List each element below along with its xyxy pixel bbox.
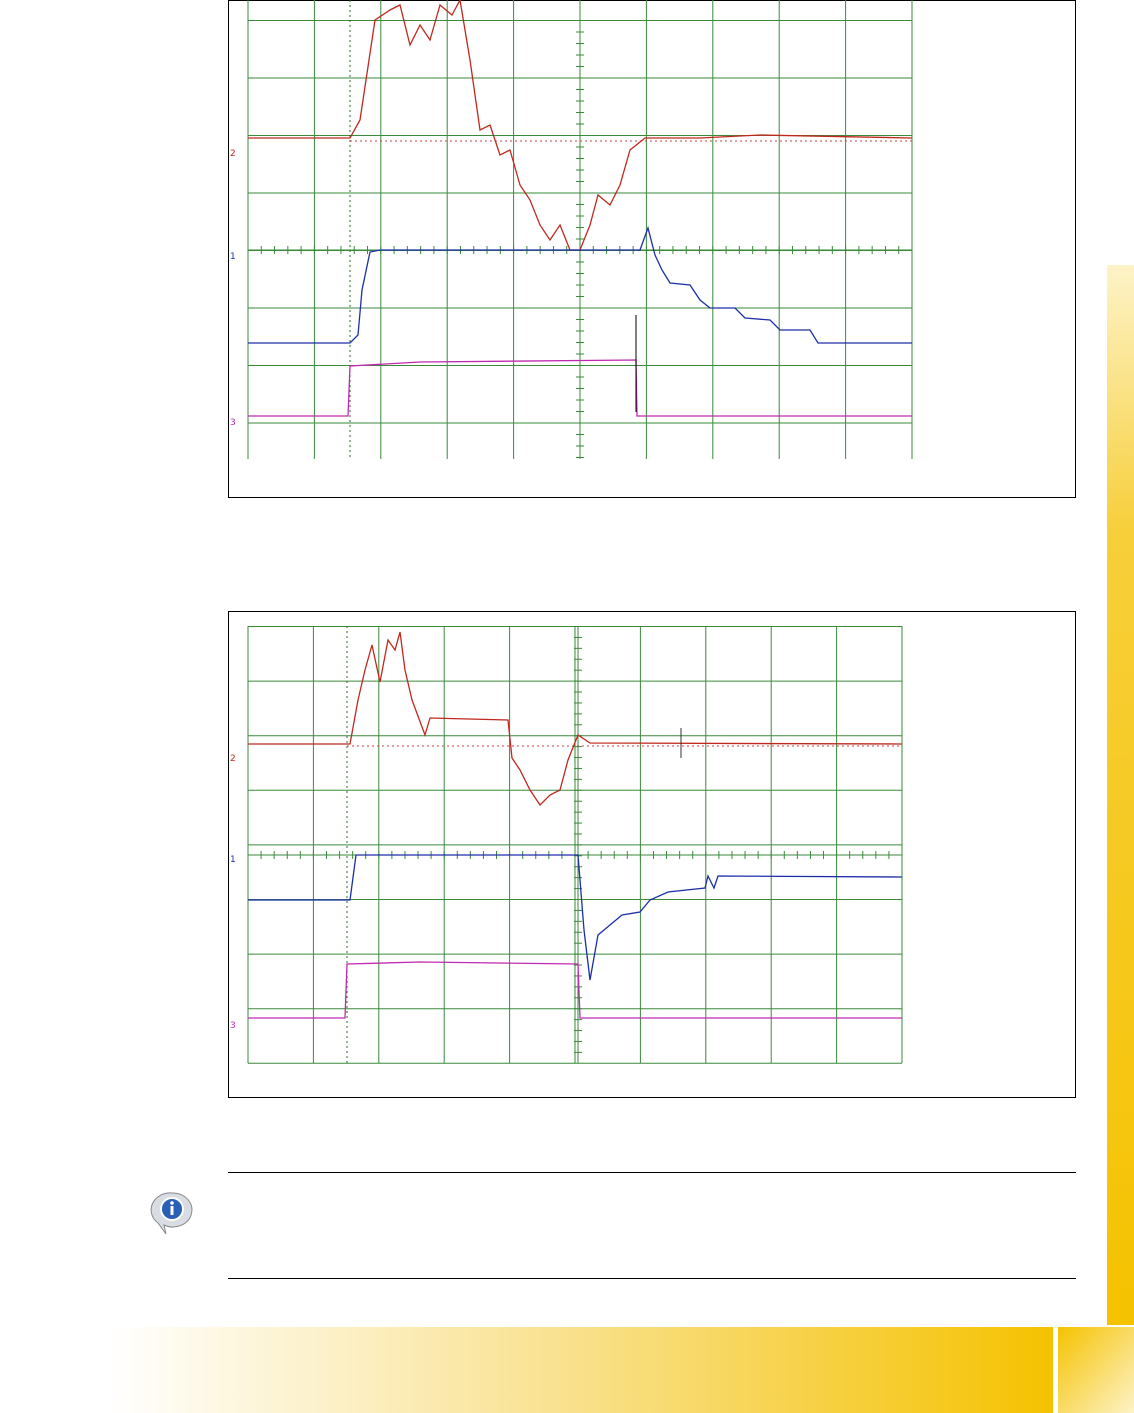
footer-band bbox=[108, 1327, 1053, 1413]
channel-label: 3 bbox=[230, 418, 236, 428]
side-band bbox=[1107, 265, 1134, 1325]
ch2-trace bbox=[248, 631, 903, 807]
grid bbox=[247, 626, 903, 1064]
ch1-trace bbox=[248, 854, 903, 981]
channel-label: 1 bbox=[230, 252, 236, 262]
channel-label: 2 bbox=[230, 754, 236, 764]
ch2-trace bbox=[248, 0, 913, 251]
ch3-trace bbox=[248, 359, 912, 417]
grid bbox=[247, 0, 913, 459]
scope-1: 2 1 3 bbox=[228, 0, 1076, 498]
ch1-trace bbox=[248, 225, 912, 344]
footer-corner bbox=[1058, 1327, 1134, 1413]
scope-2: 2 1 3 bbox=[228, 611, 1076, 1098]
info-icon bbox=[150, 1192, 193, 1235]
channel-label: 3 bbox=[230, 1021, 236, 1031]
channel-label: 2 bbox=[230, 149, 236, 159]
frame bbox=[228, 0, 1076, 498]
channel-label: 1 bbox=[230, 855, 236, 865]
ch3-trace bbox=[248, 961, 902, 1019]
